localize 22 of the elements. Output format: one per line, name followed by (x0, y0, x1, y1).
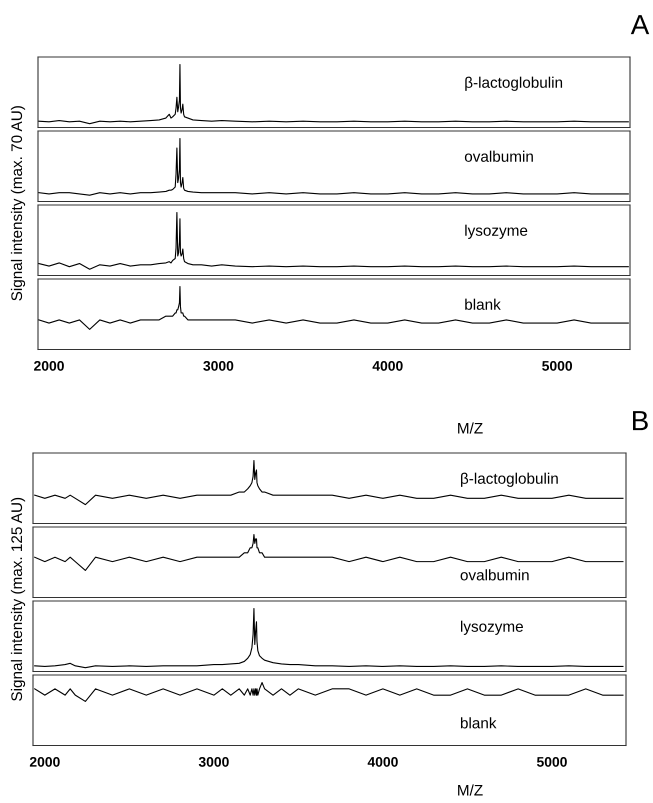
x-tick-label: 3000 (198, 756, 229, 767)
x-axis-title: M/Z (458, 784, 483, 796)
y-axis-title: Signal intensity (max. 125 AU) (10, 498, 26, 701)
x-tick-label: 5000 (542, 360, 572, 371)
series-label: β-lactoglobulin (461, 472, 558, 487)
y-axis-title: Signal intensity (max. 70 AU) (10, 106, 26, 301)
text: β-lactoglobulin (465, 76, 562, 91)
x-tick-label: 4000 (372, 360, 403, 371)
x-tick-label: 5000 (536, 756, 567, 767)
x-axis-title: M/Z (458, 422, 483, 434)
x-tick-label: 4000 (368, 756, 398, 767)
x-tick-label: 2000 (30, 756, 60, 767)
x-tick-label: 2000 (34, 360, 64, 371)
series-label: ovalbumin (460, 569, 529, 580)
x-tick-label: 3000 (203, 360, 234, 371)
chart-title: B (633, 411, 648, 430)
series-label: blank (460, 717, 497, 728)
series-label: lysozyme (465, 224, 528, 239)
chart-title: A (630, 15, 650, 34)
text: ovalbumin (464, 150, 533, 162)
series-label: blank (465, 298, 501, 310)
text: lysozyme (460, 620, 523, 635)
